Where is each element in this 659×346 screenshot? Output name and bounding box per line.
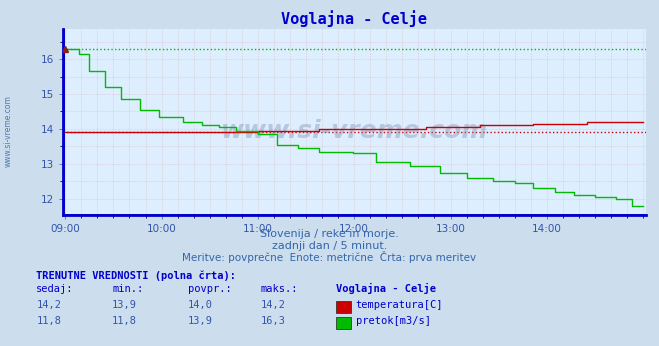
Text: povpr.:: povpr.: (188, 284, 231, 294)
Text: Voglajna - Celje: Voglajna - Celje (336, 283, 436, 294)
Text: pretok[m3/s]: pretok[m3/s] (356, 316, 431, 326)
Text: maks.:: maks.: (260, 284, 298, 294)
Text: 11,8: 11,8 (36, 316, 61, 326)
Text: 11,8: 11,8 (112, 316, 137, 326)
Text: www.si-vreme.com: www.si-vreme.com (221, 119, 488, 143)
Text: 16,3: 16,3 (260, 316, 285, 326)
Text: 13,9: 13,9 (112, 300, 137, 310)
Text: 14,2: 14,2 (260, 300, 285, 310)
Text: zadnji dan / 5 minut.: zadnji dan / 5 minut. (272, 241, 387, 251)
Text: temperatura[C]: temperatura[C] (356, 300, 444, 310)
Text: TRENUTNE VREDNOSTI (polna črta):: TRENUTNE VREDNOSTI (polna črta): (36, 270, 236, 281)
Text: Slovenija / reke in morje.: Slovenija / reke in morje. (260, 229, 399, 239)
Text: sedaj:: sedaj: (36, 284, 74, 294)
Text: min.:: min.: (112, 284, 143, 294)
Text: 14,2: 14,2 (36, 300, 61, 310)
Title: Voglajna - Celje: Voglajna - Celje (281, 10, 427, 27)
Text: 14,0: 14,0 (188, 300, 213, 310)
Text: 13,9: 13,9 (188, 316, 213, 326)
Text: Meritve: povprečne  Enote: metrične  Črta: prva meritev: Meritve: povprečne Enote: metrične Črta:… (183, 251, 476, 263)
Text: www.si-vreme.com: www.si-vreme.com (3, 95, 13, 167)
